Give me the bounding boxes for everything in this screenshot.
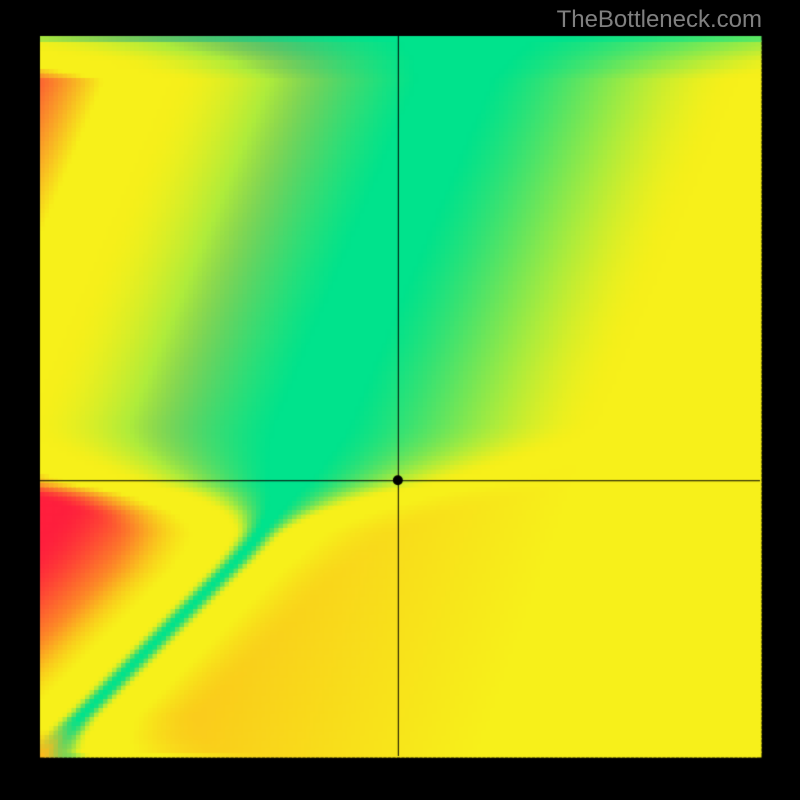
chart-container: TheBottleneck.com xyxy=(0,0,800,800)
bottleneck-heatmap-canvas xyxy=(0,0,800,800)
watermark-text: TheBottleneck.com xyxy=(557,6,762,34)
